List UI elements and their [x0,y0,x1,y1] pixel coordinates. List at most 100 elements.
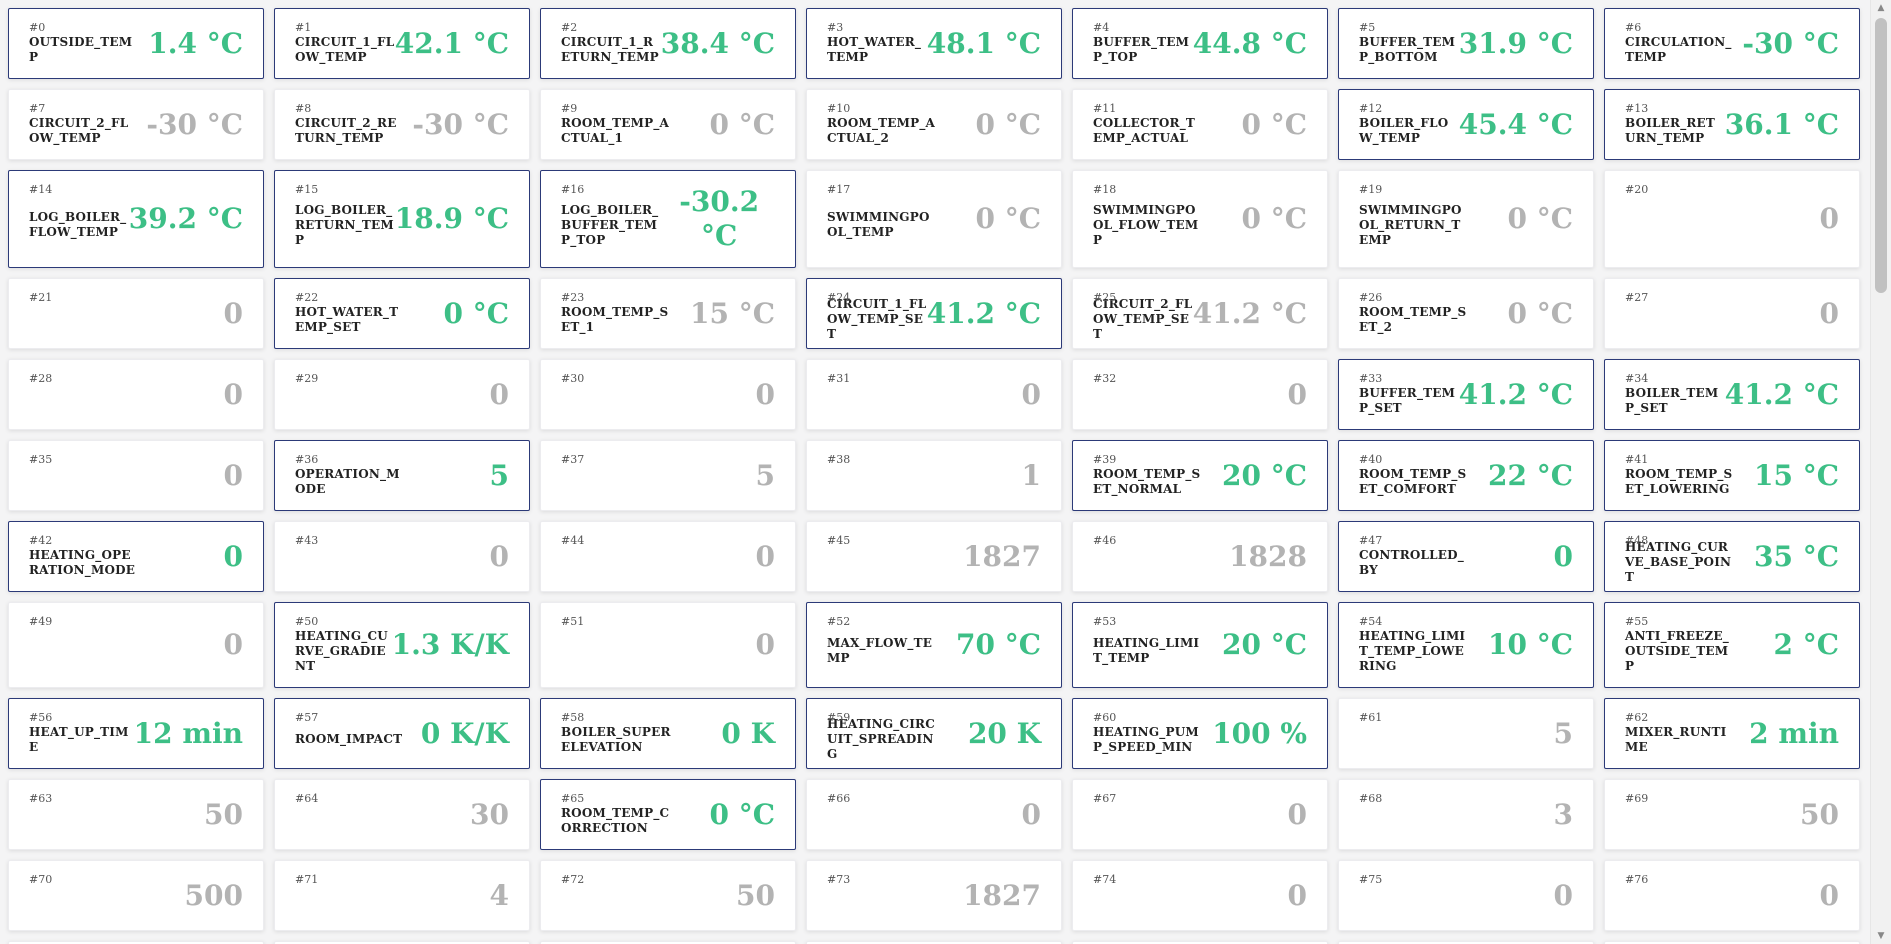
register-card[interactable]: #59 HEATING_CIRCUIT_SPREADING 20 K [806,698,1062,769]
scroll-thumb[interactable] [1875,18,1887,293]
register-card[interactable]: #68 3 [1338,779,1594,850]
register-value: 0 [223,296,243,330]
register-value: 2 min [1749,716,1839,750]
register-card[interactable]: #32 0 [1072,359,1328,430]
register-card[interactable] [8,941,264,944]
register-card[interactable]: #49 0 [8,602,264,688]
register-card[interactable]: #12 BOILER_FLOW_TEMP 45.4 °C [1338,89,1594,160]
register-card[interactable]: #13 BOILER_RETURN_TEMP 36.1 °C [1604,89,1860,160]
register-card[interactable]: #31 0 [806,359,1062,430]
register-card[interactable]: #39 ROOM_TEMP_SET_NORMAL 20 °C [1072,440,1328,511]
register-card[interactable]: #41 ROOM_TEMP_SET_LOWERING 15 °C [1604,440,1860,511]
register-card[interactable]: #75 0 [1338,860,1594,931]
register-card[interactable]: #51 0 [540,602,796,688]
register-card[interactable]: #34 BOILER_TEMP_SET 41.2 °C [1604,359,1860,430]
register-card[interactable]: #33 BUFFER_TEMP_SET 41.2 °C [1338,359,1594,430]
scroll-up-icon[interactable]: ▲ [1877,3,1885,13]
register-card[interactable]: #22 HOT_WATER_TEMP_SET 0 °C [274,278,530,349]
register-card[interactable]: #60 HEATING_PUMP_SPEED_MIN 100 % [1072,698,1328,769]
register-card[interactable]: #65 ROOM_TEMP_CORRECTION 0 °C [540,779,796,850]
register-card[interactable]: #25 CIRCUIT_2_FLOW_TEMP_SET 41.2 °C [1072,278,1328,349]
register-card[interactable]: #16 LOG_BOILER_BUFFER_TEMP_TOP -30.2 °C [540,170,796,268]
register-card[interactable]: #42 HEATING_OPERATION_MODE 0 [8,521,264,592]
register-card[interactable]: #40 ROOM_TEMP_SET_COMFORT 22 °C [1338,440,1594,511]
register-card[interactable]: #56 HEAT_UP_TIME 12 min [8,698,264,769]
register-card[interactable]: #11 COLLECTOR_TEMP_ACTUAL 0 °C [1072,89,1328,160]
register-card[interactable]: #37 5 [540,440,796,511]
register-card[interactable]: #6 CIRCULATION_TEMP -30 °C [1604,8,1860,79]
register-card[interactable]: #8 CIRCUIT_2_RETURN_TEMP -30 °C [274,89,530,160]
register-card[interactable]: #76 0 [1604,860,1860,931]
scroll-down-icon[interactable]: ▼ [1877,931,1885,941]
register-card[interactable]: #14 LOG_BOILER_FLOW_TEMP 39.2 °C [8,170,264,268]
register-card[interactable]: #62 MIXER_RUNTIME 2 min [1604,698,1860,769]
register-card[interactable]: #2 CIRCUIT_1_RETURN_TEMP 38.4 °C [540,8,796,79]
register-value: 0 [1819,878,1839,912]
register-label: ROOM_TEMP_SET_1 [561,304,669,334]
register-card[interactable]: #53 HEATING_LIMIT_TEMP 20 °C [1072,602,1328,688]
register-card[interactable]: #61 5 [1338,698,1594,769]
register-card[interactable]: #73 1827 [806,860,1062,931]
register-card[interactable]: #29 0 [274,359,530,430]
register-card[interactable]: #58 BOILER_SUPERELEVATION 0 K [540,698,796,769]
register-card[interactable]: #43 0 [274,521,530,592]
register-card[interactable]: #71 4 [274,860,530,931]
register-card[interactable]: #63 50 [8,779,264,850]
register-card[interactable]: #18 SWIMMINGPOOL_FLOW_TEMP 0 °C [1072,170,1328,268]
register-card[interactable]: #57 ROOM_IMPACT 0 K/K [274,698,530,769]
register-card[interactable]: #5 BUFFER_TEMP_BOTTOM 31.9 °C [1338,8,1594,79]
register-card[interactable]: #69 50 [1604,779,1860,850]
register-card[interactable]: #47 CONTROLLED_BY 0 [1338,521,1594,592]
register-value: -30.2 °C [679,185,760,252]
register-card[interactable]: #46 1828 [1072,521,1328,592]
register-value: 0 [1021,377,1041,411]
register-card[interactable]: #55 ANTI_FREEZE_OUTSIDE_TEMP 2 °C [1604,602,1860,688]
register-card[interactable]: #70 500 [8,860,264,931]
register-card[interactable]: #7 CIRCUIT_2_FLOW_TEMP -30 °C [8,89,264,160]
register-card[interactable]: #36 OPERATION_MODE 5 [274,440,530,511]
register-card[interactable]: #19 SWIMMINGPOOL_RETURN_TEMP 0 °C [1338,170,1594,268]
register-card[interactable]: #45 1827 [806,521,1062,592]
register-card[interactable]: #52 MAX_FLOW_TEMP 70 °C [806,602,1062,688]
register-card[interactable]: #21 0 [8,278,264,349]
register-card[interactable]: #3 HOT_WATER_TEMP 48.1 °C [806,8,1062,79]
register-card[interactable]: #44 0 [540,521,796,592]
register-index: #72 [561,873,585,886]
register-card[interactable] [540,941,796,944]
register-card[interactable] [1338,941,1594,944]
register-index: #8 [295,102,312,115]
register-card[interactable]: #23 ROOM_TEMP_SET_1 15 °C [540,278,796,349]
register-card[interactable]: #20 0 [1604,170,1860,268]
register-card[interactable]: #26 ROOM_TEMP_SET_2 0 °C [1338,278,1594,349]
register-label: SWIMMINGPOOL_FLOW_TEMP [1093,202,1199,247]
register-card[interactable]: #10 ROOM_TEMP_ACTUAL_2 0 °C [806,89,1062,160]
register-card[interactable]: #66 0 [806,779,1062,850]
register-card[interactable]: #9 ROOM_TEMP_ACTUAL_1 0 °C [540,89,796,160]
register-card[interactable]: #0 OUTSIDE_TEMP 1.4 °C [8,8,264,79]
register-card[interactable]: #50 HEATING_CURVE_GRADIENT 1.3 K/K [274,602,530,688]
register-card[interactable]: #48 HEATING_CURVE_BASE_POINT 35 °C [1604,521,1860,592]
register-card[interactable]: #64 30 [274,779,530,850]
register-card[interactable]: #15 LOG_BOILER_RETURN_TEMP 18.9 °C [274,170,530,268]
register-card[interactable]: #24 CIRCUIT_1_FLOW_TEMP_SET 41.2 °C [806,278,1062,349]
register-card[interactable]: #1 CIRCUIT_1_FLOW_TEMP 42.1 °C [274,8,530,79]
register-card[interactable] [1604,941,1860,944]
vertical-scrollbar[interactable]: ▲ ▼ [1870,0,1891,944]
register-card[interactable]: #38 1 [806,440,1062,511]
register-card[interactable]: #28 0 [8,359,264,430]
register-card[interactable] [1072,941,1328,944]
register-card[interactable]: #67 0 [1072,779,1328,850]
register-card[interactable]: #74 0 [1072,860,1328,931]
register-card[interactable]: #4 BUFFER_TEMP_TOP 44.8 °C [1072,8,1328,79]
register-card[interactable]: #17 SWIMMINGPOOL_TEMP 0 °C [806,170,1062,268]
register-card[interactable]: #30 0 [540,359,796,430]
register-card[interactable]: #72 50 [540,860,796,931]
register-label: MIXER_RUNTIME [1625,724,1727,754]
register-card[interactable]: #54 HEATING_LIMIT_TEMP_LOWERING 10 °C [1338,602,1594,688]
register-card[interactable] [806,941,1062,944]
register-value: 36.1 °C [1724,107,1839,141]
register-index: #76 [1625,873,1649,886]
register-card[interactable] [274,941,530,944]
register-card[interactable]: #35 0 [8,440,264,511]
register-card[interactable]: #27 0 [1604,278,1860,349]
